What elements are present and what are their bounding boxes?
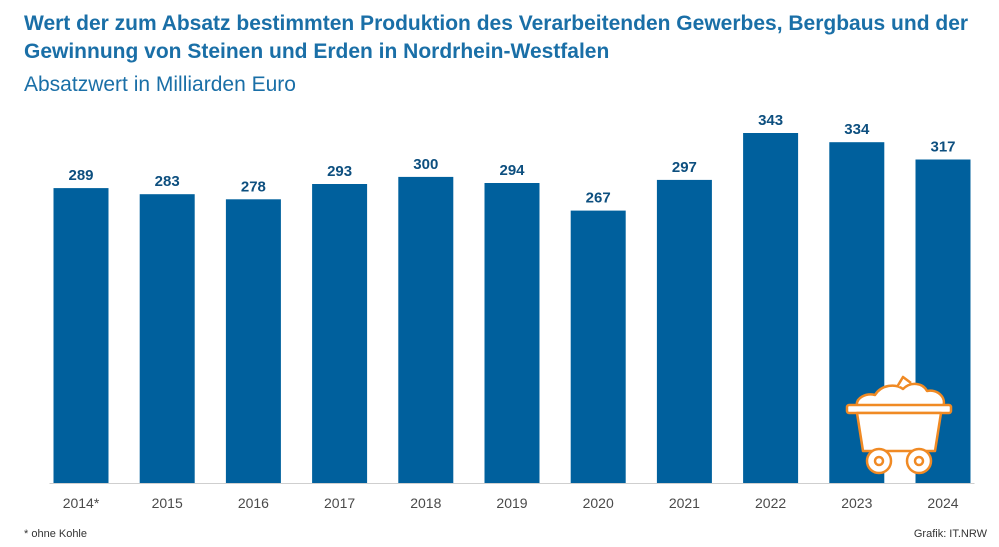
value-label: 289 <box>68 167 93 184</box>
bar-2016 <box>225 199 281 484</box>
x-tick-label: 2023 <box>841 495 872 511</box>
bar-2018 <box>398 176 454 483</box>
value-label: 293 <box>327 163 352 180</box>
value-label: 267 <box>586 190 611 207</box>
x-tick-label: 2022 <box>755 495 786 511</box>
x-tick-label: 2021 <box>669 495 700 511</box>
bar-2019 <box>484 183 540 483</box>
value-label: 300 <box>413 156 438 173</box>
x-tick-label: 2016 <box>238 495 269 511</box>
x-tick-label: 2018 <box>410 495 441 511</box>
bar-2022 <box>743 133 799 483</box>
bar-2017 <box>312 184 368 483</box>
value-label: 343 <box>758 112 783 129</box>
x-tick-labels: 2014* 2015 2016 2017 2018 2019 2020 2021 2022 202… <box>63 495 959 511</box>
source-credit: Grafik: IT.NRW <box>913 528 987 540</box>
value-label: 294 <box>499 162 525 179</box>
mine-cart-icon <box>845 375 953 475</box>
bar-2021 <box>656 179 712 483</box>
value-label: 334 <box>844 121 870 138</box>
x-tick-label: 2014* <box>63 495 100 511</box>
x-tick-label: 2024 <box>927 495 958 511</box>
bar-2015 <box>139 194 195 483</box>
x-tick-label: 2015 <box>152 495 183 511</box>
chart-subtitle: Absatzwert in Milliarden Euro <box>24 73 296 96</box>
x-tick-label: 2020 <box>583 495 614 511</box>
value-labels: 289 283 278 293 300 294 267 297 343 334 317 <box>68 112 955 207</box>
value-label: 283 <box>155 173 180 190</box>
value-label: 278 <box>241 178 266 195</box>
x-tick-label: 2019 <box>496 495 527 511</box>
chart-title: Wert der zum Absatz bestimmten Produktio… <box>24 12 969 63</box>
bar-series <box>53 133 971 484</box>
value-label: 317 <box>930 139 955 156</box>
x-tick-label: 2017 <box>324 495 355 511</box>
value-label: 297 <box>672 159 697 176</box>
bar-2014 <box>53 188 109 483</box>
footnote: * ohne Kohle <box>24 528 87 540</box>
bar-2020 <box>570 210 626 483</box>
